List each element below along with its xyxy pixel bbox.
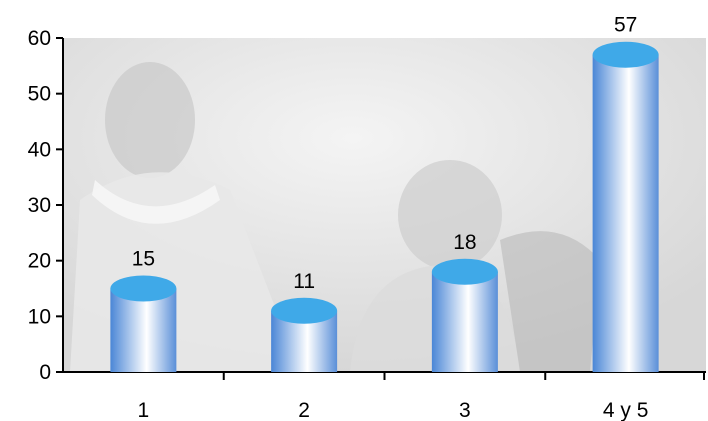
x-tick-label: 4 y 5	[603, 399, 649, 421]
bar-value-label: 15	[132, 248, 155, 271]
bar-4-y-5: 57	[592, 14, 659, 372]
bar-value-label: 11	[293, 270, 315, 293]
bar-body	[271, 310, 338, 372]
y-tick-label: 0	[39, 361, 51, 384]
y-ticks: 0 10 20 30 40 50 60	[28, 27, 63, 384]
bar-top	[110, 275, 177, 302]
bar-top	[271, 297, 338, 324]
bar-1: 15	[110, 248, 177, 372]
y-tick-label: 60	[28, 27, 51, 50]
y-tick-label: 40	[28, 138, 51, 161]
bar-value-label: 18	[453, 231, 476, 254]
y-tick-label: 10	[28, 305, 51, 328]
x-ticks: 1 2 3 4 y 5	[138, 372, 705, 421]
bar-body	[592, 54, 659, 372]
y-tick-label: 50	[28, 83, 51, 106]
bar-body	[431, 271, 498, 372]
bars: 15 11 18 57	[110, 14, 659, 372]
x-tick-label: 2	[298, 399, 310, 421]
bar-2: 11	[271, 270, 338, 372]
bar-3: 18	[431, 231, 498, 372]
y-tick-label: 20	[28, 250, 51, 273]
bar-top	[592, 41, 659, 68]
bar-body	[110, 288, 177, 372]
y-tick-label: 30	[28, 194, 51, 217]
x-tick-label: 1	[138, 399, 150, 421]
x-tick-label: 3	[459, 399, 471, 421]
bar-top	[431, 258, 498, 285]
bar-value-label: 57	[614, 14, 637, 37]
